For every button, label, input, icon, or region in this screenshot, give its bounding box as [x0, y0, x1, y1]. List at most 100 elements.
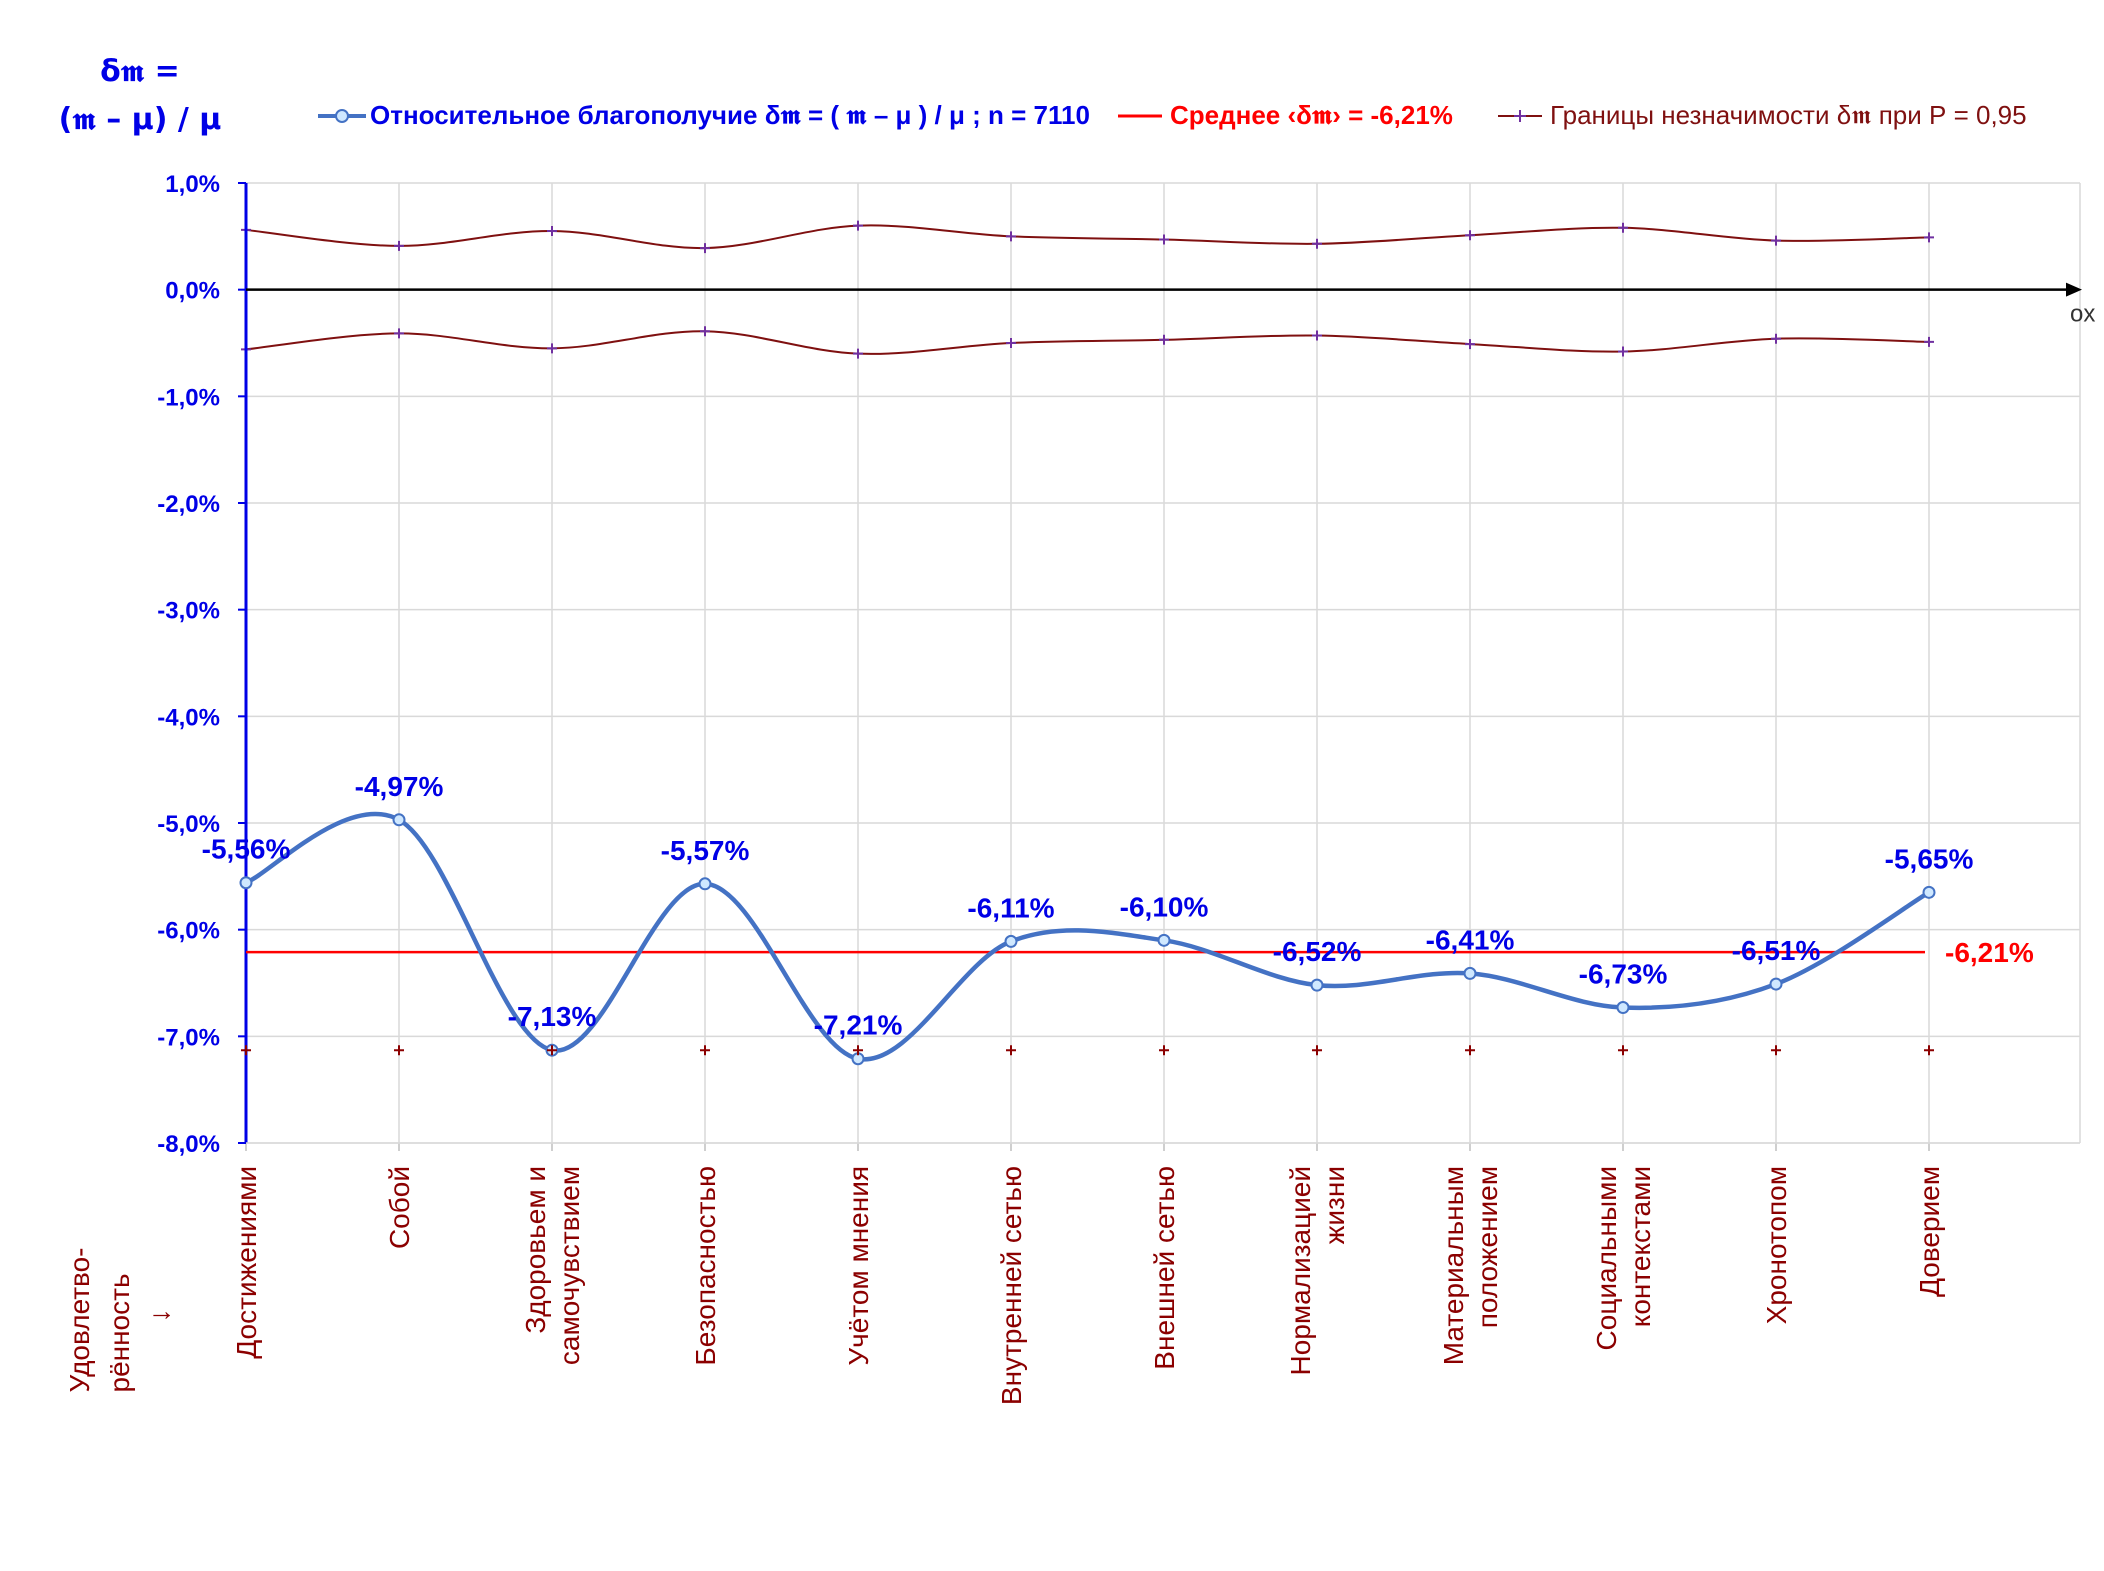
data-point	[1157, 933, 1171, 947]
bound-marker	[1618, 222, 1628, 233]
x-category-label: Здоровьем и самочувствием	[520, 1166, 585, 1365]
legend-item-relative-wellbeing: Относительное благополучие δ𝖒 = ( 𝖒 – μ …	[318, 96, 1090, 136]
bound-marker	[700, 326, 710, 337]
x-category-labels: Достижениями Собой Здоровьем и самочувствие…	[231, 1166, 1945, 1405]
bottom-marker	[1159, 1045, 1169, 1056]
y-tick-label: -7,0%	[157, 1024, 220, 1051]
bottom-marker	[1924, 1045, 1934, 1056]
x-category-label-line: самочувствием	[554, 1166, 585, 1365]
y-tick-label: -4,0%	[157, 704, 220, 731]
data-label: -5,57%	[661, 835, 750, 866]
bottom-marker	[1618, 1045, 1628, 1056]
y-tick-label: -1,0%	[157, 384, 220, 411]
bottom-marker	[853, 1045, 863, 1056]
axes: ox	[244, 183, 2095, 1144]
bound-marker	[1618, 346, 1628, 357]
x-category-label: Внешней сетью	[1149, 1166, 1180, 1370]
bound-marker	[394, 240, 404, 251]
x-category-label-line: Здоровьем и	[520, 1166, 551, 1334]
data-label: -5,65%	[1885, 843, 1974, 874]
bound-marker	[1159, 334, 1169, 345]
x-category-label-line: Собой	[384, 1166, 415, 1249]
data-label: -7,13%	[508, 1001, 597, 1032]
bound-marker	[1312, 330, 1322, 341]
data-label: -6,51%	[1732, 935, 1821, 966]
data-label: -6,52%	[1273, 936, 1362, 967]
bound-marker	[1312, 238, 1322, 249]
x-category-label: Социальными контекстами	[1591, 1166, 1656, 1350]
data-point	[1463, 966, 1477, 980]
bound-marker	[547, 226, 557, 236]
bound-marker	[1771, 333, 1781, 344]
bottom-marker	[700, 1045, 710, 1056]
y-tick-labels: 1,0% 0,0% -1,0% -2,0% -3,0% -4,0% -5,0% -6,0% -7…	[157, 171, 220, 1158]
x-category-label-line: Безопасностью	[690, 1166, 721, 1366]
y-tick-label: -3,0%	[157, 598, 220, 625]
bound-marker	[547, 343, 557, 354]
data-point	[1922, 885, 1936, 899]
bound-marker	[1924, 336, 1934, 347]
data-label: -6,11%	[967, 892, 1054, 923]
bound-marker	[1006, 338, 1016, 348]
x-category-label-line: жизни	[1319, 1166, 1350, 1244]
data-labels: -5,56% -4,97% -7,13% -5,57% -7,21% -6,11% -6,1…	[202, 771, 1974, 1041]
bottom-marker	[394, 1045, 404, 1056]
bound-marker	[1465, 339, 1475, 350]
y-tick-label: 1,0%	[165, 171, 220, 198]
bottom-marker	[547, 1045, 557, 1056]
data-point	[1616, 1001, 1630, 1015]
legend-swatch-line-icon	[1118, 114, 1162, 118]
x-category-label: Достижениями	[231, 1166, 262, 1359]
bound-line-lower	[245, 330, 1930, 355]
x-category-label-line: Хронотопом	[1761, 1166, 1792, 1324]
data-point	[1769, 977, 1783, 991]
bottom-markers	[241, 1045, 1934, 1056]
x-category-label-line: Нормализацией	[1285, 1166, 1316, 1375]
legend-label-bounds: Границы незначимости δ𝖒 при Р = 0,95	[1550, 100, 2027, 130]
x-category-label: Внутренней сетью	[996, 1166, 1027, 1405]
mean-line-group: -6,21%	[246, 937, 2034, 968]
series-line	[245, 811, 1931, 1062]
x-category-label: Доверием	[1914, 1166, 1945, 1297]
x-category-label-line: Социальными	[1591, 1166, 1622, 1350]
bottom-marker	[1312, 1045, 1322, 1056]
data-label: -4,97%	[355, 771, 444, 802]
y-tick-label: 0,0%	[165, 278, 220, 305]
x-category-label-line: Материальным	[1438, 1166, 1469, 1365]
bound-marker	[1006, 231, 1016, 242]
main-series	[239, 811, 1936, 1066]
legend-label-mean: Среднее ‹δ𝖒› = -6,21%	[1170, 100, 1453, 130]
x-category-label: Учётом мнения	[843, 1166, 874, 1366]
y-axis-title-line1: δ𝖒 =	[100, 54, 180, 89]
x-category-label: Собой	[384, 1166, 415, 1249]
bottom-marker	[1771, 1045, 1781, 1056]
y-tick-label: -8,0%	[157, 1131, 220, 1158]
x-category-label: Хронотопом	[1761, 1166, 1792, 1324]
ox-axis-label: ox	[2070, 301, 2095, 328]
legend-label-relative-wellbeing: Относительное благополучие δ𝖒 = ( 𝖒 – μ …	[370, 100, 1090, 130]
x-category-label-line: Учётом мнения	[843, 1166, 874, 1366]
data-point	[1004, 934, 1018, 948]
data-label: -5,56%	[202, 834, 291, 865]
bound-marker	[1465, 230, 1475, 241]
legend-swatch-line-plus-icon	[1498, 110, 1542, 122]
bottom-marker	[1006, 1045, 1016, 1056]
ox-arrow-icon	[2066, 282, 2082, 297]
bound-marker	[853, 220, 863, 231]
bound-line-upper	[245, 224, 1930, 250]
bound-marker	[394, 328, 404, 339]
x-category-label-line: контекстами	[1625, 1166, 1656, 1327]
x-category-label: Материальным положением	[1438, 1166, 1503, 1365]
bound-marker	[853, 348, 863, 359]
bottom-marker	[241, 1045, 251, 1056]
data-label: -6,73%	[1579, 959, 1668, 990]
x-category-label: Безопасностью	[690, 1166, 721, 1366]
insignificance-bounds	[241, 220, 1934, 359]
data-label: -6,41%	[1426, 924, 1515, 955]
y-tick-label: -2,0%	[157, 491, 220, 518]
legend-item-bounds: Границы незначимости δ𝖒 при Р = 0,95	[1498, 96, 2027, 136]
x-category-label: Нормализацией жизни	[1285, 1166, 1350, 1375]
x-category-label-line: Достижениями	[231, 1166, 262, 1359]
bound-marker	[1924, 232, 1934, 243]
